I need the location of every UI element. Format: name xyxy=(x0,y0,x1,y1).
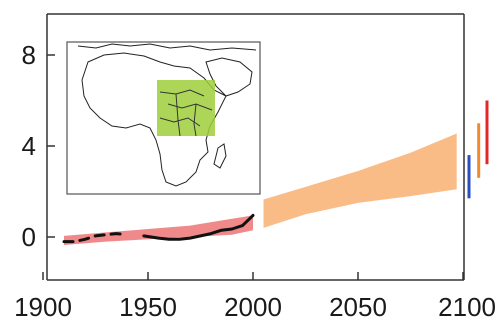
y-tick-label: 0 xyxy=(22,222,36,252)
observed-solid-line xyxy=(142,213,255,241)
x-tick-label: 1950 xyxy=(119,292,177,322)
x-tick-label: 1900 xyxy=(14,292,72,322)
axes-frame xyxy=(46,13,465,281)
chart-series xyxy=(62,100,489,245)
projection-band-area xyxy=(263,133,457,228)
historical-band-area xyxy=(64,215,253,245)
europe-outline xyxy=(77,43,257,51)
x-tick-label: 2000 xyxy=(224,292,282,322)
madagascar-outline xyxy=(213,143,227,169)
x-axis-ticks: 1900 1950 2000 2050 2100 xyxy=(14,272,496,322)
y-tick-label: 8 xyxy=(22,40,36,70)
x-tick-label: 2050 xyxy=(329,292,387,322)
x-tick-label: 2100 xyxy=(438,292,496,322)
y-tick-label: 4 xyxy=(22,131,36,161)
y-axis-ticks: 0 4 8 xyxy=(22,40,55,252)
observed-dashed-line xyxy=(62,232,129,244)
inset-map xyxy=(66,41,261,195)
region-borders xyxy=(159,89,213,137)
